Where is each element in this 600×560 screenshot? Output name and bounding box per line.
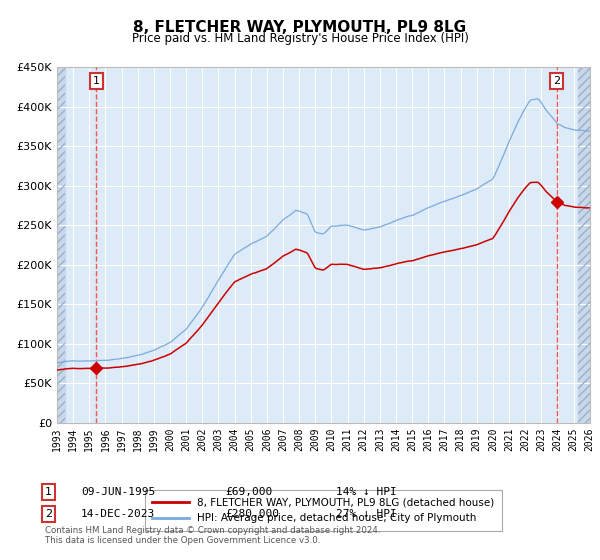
Text: 2: 2	[553, 76, 560, 86]
Text: 27% ↓ HPI: 27% ↓ HPI	[336, 509, 397, 519]
Bar	[578, 67, 590, 423]
Text: 1: 1	[45, 487, 52, 497]
Text: 14-DEC-2023: 14-DEC-2023	[81, 509, 155, 519]
Text: Price paid vs. HM Land Registry's House Price Index (HPI): Price paid vs. HM Land Registry's House …	[131, 32, 469, 45]
Text: 1: 1	[93, 76, 100, 86]
Text: 09-JUN-1995: 09-JUN-1995	[81, 487, 155, 497]
Bar	[578, 67, 590, 423]
Text: Contains HM Land Registry data © Crown copyright and database right 2024.
This d: Contains HM Land Registry data © Crown c…	[45, 526, 380, 545]
Text: 14% ↓ HPI: 14% ↓ HPI	[336, 487, 397, 497]
Text: £280,000: £280,000	[225, 509, 279, 519]
Legend: 8, FLETCHER WAY, PLYMOUTH, PL9 8LG (detached house), HPI: Average price, detache: 8, FLETCHER WAY, PLYMOUTH, PL9 8LG (deta…	[145, 490, 502, 530]
Bar	[57, 67, 65, 423]
Text: 2: 2	[45, 509, 52, 519]
Bar	[57, 67, 65, 423]
Text: 8, FLETCHER WAY, PLYMOUTH, PL9 8LG: 8, FLETCHER WAY, PLYMOUTH, PL9 8LG	[133, 20, 467, 35]
Text: £69,000: £69,000	[225, 487, 272, 497]
